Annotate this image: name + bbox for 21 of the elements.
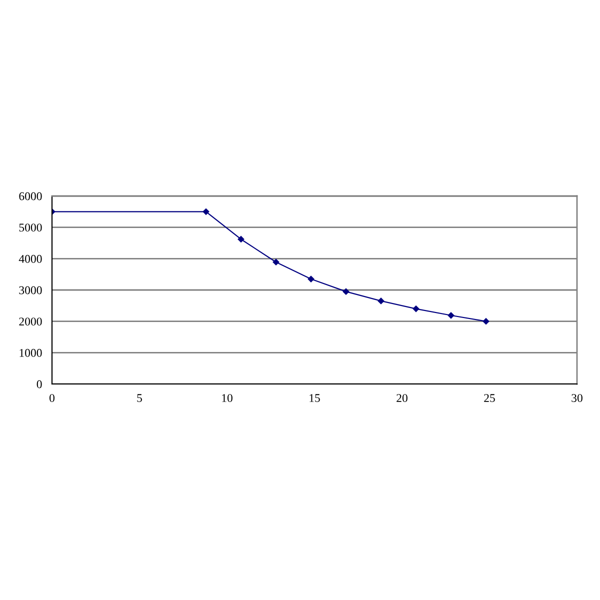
point: [272, 258, 280, 266]
y-tick-label: 5000: [19, 224, 42, 232]
x-tick-label: 30: [572, 394, 582, 402]
point: [448, 312, 454, 319]
y-tick-label: 0: [36, 380, 42, 388]
point: [238, 236, 244, 243]
y-tick-label: 4000: [18, 254, 42, 263]
y-tick-label: 3000: [19, 286, 42, 294]
point: [342, 288, 350, 296]
x-tick-label: 5: [137, 394, 142, 402]
x-tick-label: 10: [222, 394, 232, 402]
x-tick-label: 15: [310, 394, 320, 402]
x-tick-label: 0: [50, 394, 54, 402]
x-tick-label: 20: [396, 394, 408, 402]
y-tick-label: 6000: [19, 192, 42, 200]
y-tick-label: 2000: [19, 318, 42, 326]
point: [202, 208, 210, 216]
y-tick-label: 1000: [20, 348, 42, 357]
x-tick-label: 25: [484, 394, 495, 402]
point: [482, 318, 490, 325]
point: [412, 305, 420, 312]
